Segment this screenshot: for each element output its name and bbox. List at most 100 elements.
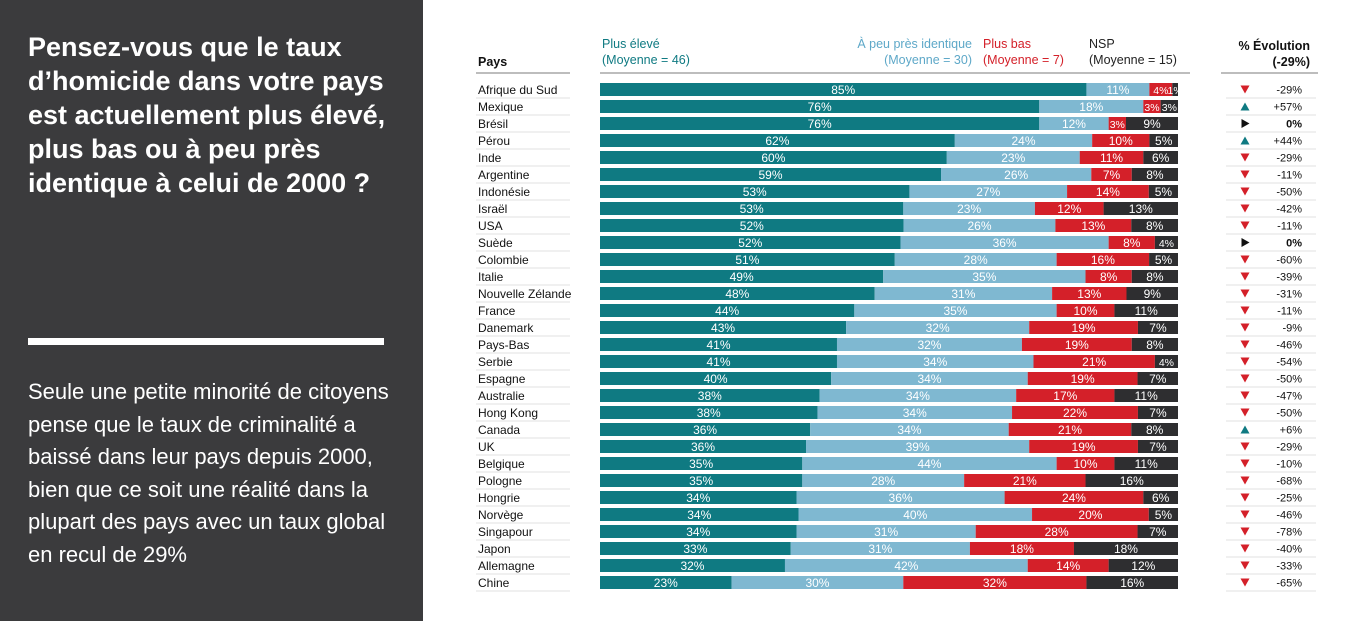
bar-segment	[909, 185, 1068, 198]
bar-segment	[600, 168, 942, 181]
bar-value-label: 11%	[1135, 304, 1158, 318]
evolution-down-icon	[1240, 221, 1250, 230]
bar-segment	[600, 542, 791, 555]
bar-segment	[900, 236, 1109, 249]
bar-segment	[600, 440, 807, 453]
category-label: Inde	[478, 151, 502, 165]
bar-segment	[790, 542, 970, 555]
bar-segment	[817, 406, 1013, 419]
evolution-value: +6%	[1280, 425, 1303, 437]
bar-value-label: 5%	[1155, 134, 1173, 148]
evolution-value: -60%	[1276, 255, 1302, 267]
bar-value-label: 19%	[1072, 440, 1096, 454]
bar-segment	[600, 83, 1087, 96]
evolution-value: -29%	[1276, 442, 1302, 454]
evolution-down-icon	[1240, 323, 1250, 332]
bar-value-label: 5%	[1155, 185, 1173, 199]
bar-value-label: 23%	[957, 202, 981, 216]
bar-value-label: 48%	[725, 287, 749, 301]
category-label: Indonésie	[478, 185, 530, 199]
bar-value-label: 52%	[738, 236, 762, 250]
bar-value-label: 6%	[1152, 151, 1170, 165]
bar-value-label: 8%	[1146, 270, 1164, 284]
bar-segment	[1114, 304, 1178, 317]
evolution-value: 0%	[1286, 119, 1302, 131]
legend-subtitle-2: (Moyenne = 7)	[983, 53, 1064, 67]
bar-value-label: 53%	[740, 202, 764, 216]
bar-value-label: 21%	[1058, 423, 1082, 437]
bar-segment	[1091, 168, 1132, 181]
bar-value-label: 16%	[1091, 253, 1115, 267]
bar-value-label: 59%	[758, 168, 782, 182]
bar-value-label: 49%	[730, 270, 754, 284]
bar-segment	[600, 253, 895, 266]
evolution-value: -29%	[1276, 153, 1302, 165]
evolution-value: -10%	[1276, 459, 1302, 471]
bar-segment	[941, 168, 1092, 181]
bar-segment	[964, 474, 1086, 487]
evolution-down-icon	[1240, 578, 1250, 587]
bar-segment	[1137, 321, 1178, 334]
bar-value-label: 7%	[1149, 406, 1167, 420]
bar-segment	[1160, 100, 1178, 113]
bar-value-label: 52%	[740, 219, 764, 233]
bar-value-label: 53%	[743, 185, 767, 199]
bar-segment	[600, 321, 847, 334]
category-label: Pérou	[478, 134, 510, 148]
bar-value-label: 1%	[1168, 85, 1183, 97]
bar-value-label: 21%	[1082, 355, 1106, 369]
bar-value-label: 16%	[1120, 576, 1144, 590]
bar-segment	[1029, 321, 1138, 334]
bar-value-label: 31%	[868, 542, 892, 556]
bar-segment	[1108, 559, 1178, 572]
bar-value-label: 8%	[1146, 423, 1164, 437]
bar-value-label: 11%	[1135, 457, 1158, 471]
bar-segment	[903, 576, 1087, 589]
bar-segment	[1021, 338, 1132, 351]
bar-segment	[600, 355, 837, 368]
evolution-value: -50%	[1276, 374, 1302, 386]
legend-subtitle-3: (Moyenne = 15)	[1089, 53, 1177, 67]
bar-segment	[1085, 270, 1132, 283]
bar-segment	[975, 525, 1138, 538]
evolution-value: -47%	[1276, 391, 1302, 403]
bar-value-label: 19%	[1071, 372, 1095, 386]
bar-segment	[1108, 117, 1126, 130]
bar-segment	[1131, 219, 1178, 232]
bar-segment	[1092, 134, 1150, 147]
bar-segment	[1137, 406, 1178, 419]
bar-value-label: 31%	[874, 525, 898, 539]
evolution-up-icon	[1240, 102, 1250, 111]
bar-segment	[600, 100, 1040, 113]
category-label: Japon	[478, 542, 511, 556]
bar-segment	[836, 338, 1022, 351]
bar-segment	[1143, 491, 1178, 504]
evolution-value: -42%	[1276, 204, 1302, 216]
category-label: Hongrie	[478, 491, 520, 505]
bar-value-label: 40%	[903, 508, 927, 522]
bar-value-label: 44%	[917, 457, 941, 471]
bar-segment	[1114, 389, 1178, 402]
evolution-value: -78%	[1276, 527, 1302, 539]
evolution-value: -25%	[1276, 493, 1302, 505]
category-header: Pays	[478, 55, 507, 69]
bar-segment	[1137, 372, 1178, 385]
bar-segment	[600, 236, 901, 249]
bar-segment	[1148, 185, 1178, 198]
bar-value-label: 4%	[1159, 238, 1174, 250]
bar-value-label: 42%	[894, 559, 918, 573]
bar-value-label: 26%	[1004, 168, 1028, 182]
bar-value-label: 36%	[889, 491, 913, 505]
bar-value-label: 8%	[1100, 270, 1118, 284]
bar-segment	[600, 270, 884, 283]
bar-value-label: 34%	[686, 525, 710, 539]
bar-value-label: 5%	[1155, 253, 1173, 267]
bar-segment	[883, 270, 1086, 283]
bar-segment	[946, 151, 1080, 164]
evolution-value: -39%	[1276, 272, 1302, 284]
evolution-up-icon	[1240, 136, 1250, 145]
bar-value-label: 34%	[917, 372, 941, 386]
bar-value-label: 18%	[1079, 100, 1103, 114]
evolution-down-icon	[1240, 187, 1250, 196]
evolution-value: -40%	[1276, 544, 1302, 556]
